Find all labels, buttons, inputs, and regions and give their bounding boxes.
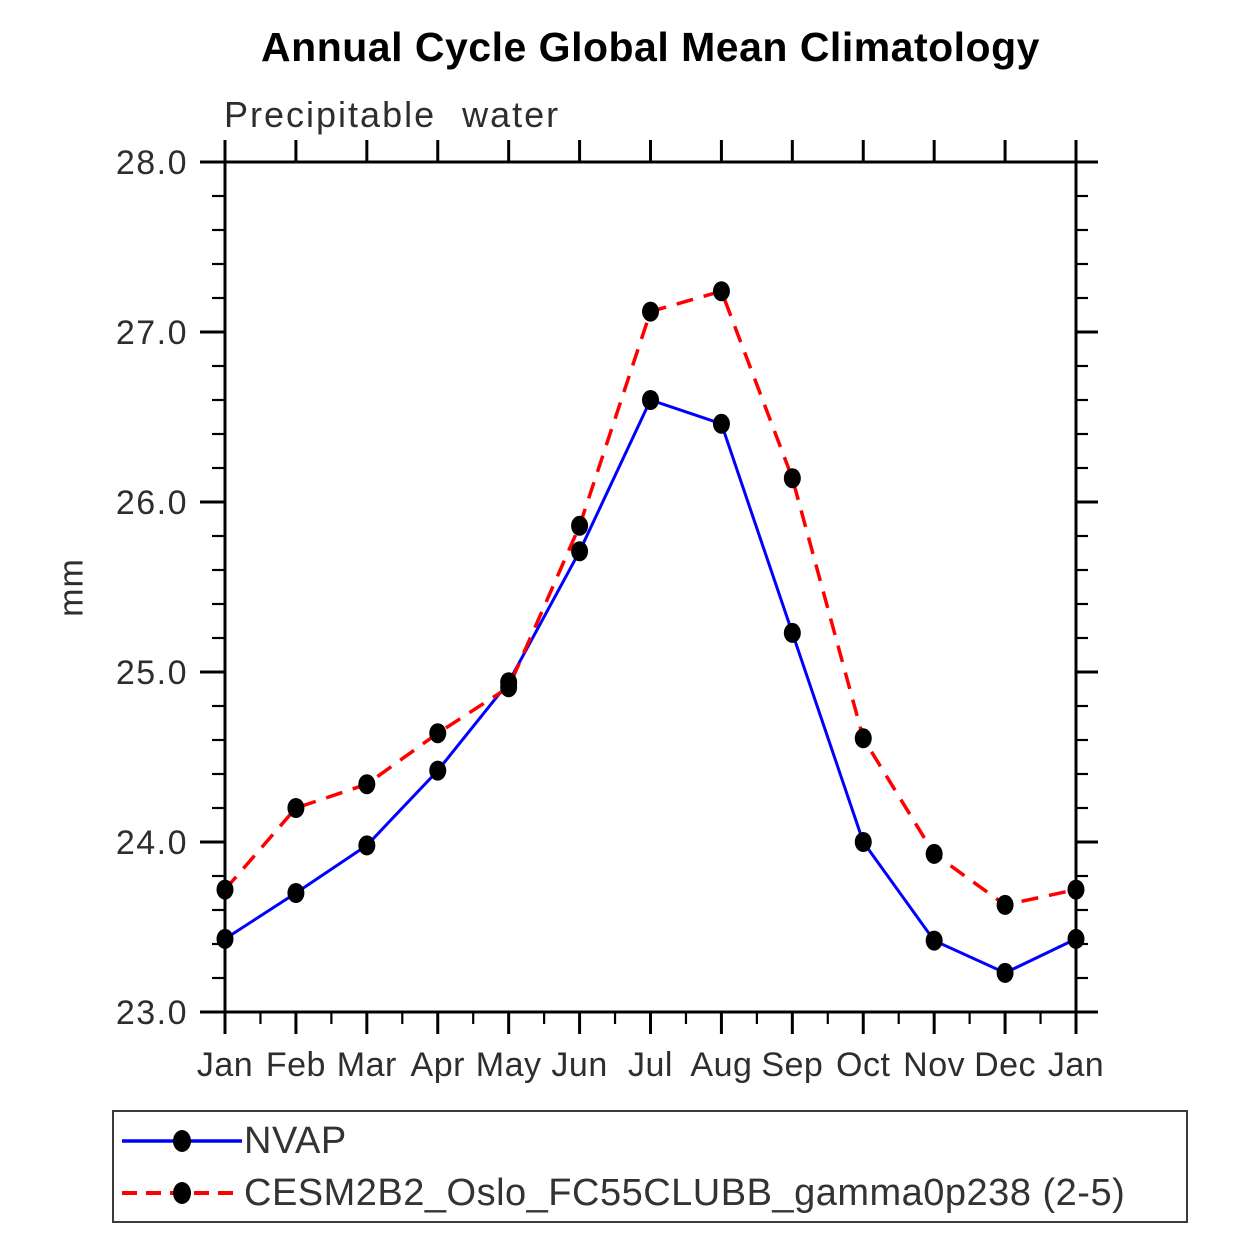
series-line-nvap <box>224 398 1077 975</box>
data-point-marker <box>642 390 659 410</box>
data-point-marker <box>712 281 730 302</box>
chart-title: Annual Cycle Global Mean Climatology <box>261 24 1040 70</box>
data-point-marker <box>1067 928 1085 949</box>
legend-marker-icon <box>173 1181 191 1204</box>
y-axis-tick-label: 26.0 <box>116 484 188 522</box>
legend-entry-cesm: CESM2B2_Oslo_FC55CLUBB_gamma0p238 (2-5) <box>114 1167 1186 1219</box>
legend-label-cesm: CESM2B2_Oslo_FC55CLUBB_gamma0p238 (2-5) <box>244 1171 1126 1214</box>
data-point-marker <box>216 879 234 900</box>
data-point-marker <box>571 541 589 562</box>
chart-subtitle: Precipitable water <box>224 94 561 135</box>
data-point-marker <box>712 413 730 434</box>
data-point-marker <box>287 798 305 818</box>
x-axis-tick-label: May <box>476 1046 542 1084</box>
y-axis-tick-label: 28.0 <box>116 144 188 182</box>
legend-marker-icon <box>173 1129 191 1152</box>
x-axis-tick-label: Jan <box>1048 1046 1104 1084</box>
data-point-marker <box>854 832 872 852</box>
legend-sample-nvap <box>122 1129 242 1152</box>
data-point-marker <box>996 894 1014 915</box>
x-axis-tick-label: Oct <box>836 1046 890 1084</box>
data-point-marker <box>358 774 376 795</box>
data-point-marker <box>783 622 801 643</box>
x-axis-tick-label: Jan <box>197 1046 253 1084</box>
data-point-marker <box>358 835 376 856</box>
x-axis-tick-label: Aug <box>690 1046 752 1084</box>
data-point-marker <box>500 677 518 698</box>
data-point-marker <box>429 723 447 744</box>
plot-frame <box>223 160 1078 1014</box>
legend-sample-cesm <box>122 1181 242 1204</box>
legend-label-nvap: NVAP <box>244 1119 347 1162</box>
y-axis-tick-label: 24.0 <box>116 824 188 862</box>
legend-entry-nvap: NVAP <box>114 1115 1186 1167</box>
x-axis-tick-label: Jul <box>628 1046 673 1084</box>
x-axis-tick-label: Feb <box>266 1046 326 1084</box>
data-point-marker <box>429 760 447 781</box>
y-axis-tick-label: 23.0 <box>116 994 188 1032</box>
y-axis-tick-label: 25.0 <box>116 654 188 692</box>
x-axis-tick-label: Nov <box>903 1046 965 1084</box>
x-axis-tick-label: Jun <box>551 1046 607 1084</box>
x-axis-tick-label: Sep <box>761 1046 823 1084</box>
data-point-marker <box>287 883 305 903</box>
legend-box: NVAP CESM2B2_Oslo_FC55CLUBB_gamma0p238 (… <box>112 1110 1188 1223</box>
series-line-cesm <box>223 289 1077 907</box>
data-point-marker <box>642 301 659 322</box>
data-point-marker <box>783 468 801 489</box>
x-axis-tick-label: Mar <box>337 1046 397 1084</box>
data-point-marker <box>925 843 943 864</box>
data-point-marker <box>571 515 589 536</box>
x-axis-tick-label: Dec <box>974 1046 1036 1084</box>
data-point-marker <box>1067 879 1085 900</box>
y-axis-tick-label: 27.0 <box>116 314 188 352</box>
data-point-marker <box>854 728 872 749</box>
data-point-marker <box>996 962 1014 983</box>
data-point-marker <box>216 928 234 949</box>
data-point-marker <box>925 930 943 951</box>
x-axis-tick-label: Apr <box>411 1046 465 1084</box>
